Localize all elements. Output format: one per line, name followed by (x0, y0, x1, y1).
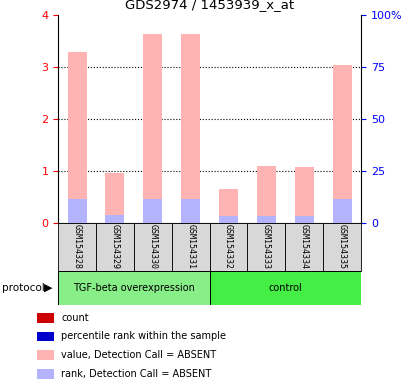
Text: protocol: protocol (2, 283, 45, 293)
Text: count: count (61, 313, 89, 323)
Bar (181, 33, 200, 223)
Text: GSM154335: GSM154335 (338, 224, 347, 269)
Text: rank, Detection Call = ABSENT: rank, Detection Call = ABSENT (61, 369, 212, 379)
Bar (323, 223, 361, 271)
Bar (247, 223, 285, 271)
Text: GSM154331: GSM154331 (186, 224, 195, 269)
Bar (333, 65, 352, 223)
Bar (105, 215, 124, 223)
Text: control: control (269, 283, 302, 293)
Bar (58, 223, 96, 271)
Text: GSM154332: GSM154332 (224, 224, 233, 269)
Bar (219, 189, 238, 223)
Bar (37, 369, 54, 379)
Bar (58, 271, 210, 305)
Title: GDS2974 / 1453939_x_at: GDS2974 / 1453939_x_at (125, 0, 294, 12)
Bar (257, 217, 276, 223)
Bar (37, 313, 54, 323)
Bar (210, 271, 361, 305)
Bar (96, 223, 134, 271)
Text: GSM154328: GSM154328 (73, 224, 81, 269)
Bar (143, 33, 162, 223)
Bar (37, 332, 54, 341)
Text: GSM154330: GSM154330 (148, 224, 157, 269)
Text: GSM154334: GSM154334 (300, 224, 309, 269)
Bar (143, 199, 162, 223)
Text: TGF-beta overexpression: TGF-beta overexpression (73, 283, 195, 293)
Text: GSM154329: GSM154329 (110, 224, 120, 269)
Text: ▶: ▶ (44, 283, 52, 293)
Bar (333, 199, 352, 223)
Bar (210, 223, 247, 271)
Bar (172, 223, 210, 271)
Bar (295, 217, 314, 223)
Text: value, Detection Call = ABSENT: value, Detection Call = ABSENT (61, 350, 216, 360)
Bar (181, 199, 200, 223)
Bar (68, 199, 86, 223)
Bar (257, 166, 276, 223)
Text: GSM154333: GSM154333 (262, 224, 271, 269)
Text: percentile rank within the sample: percentile rank within the sample (61, 331, 226, 341)
Bar (219, 217, 238, 223)
Bar (134, 223, 172, 271)
Bar (295, 167, 314, 223)
Bar (105, 174, 124, 223)
Bar (68, 52, 86, 223)
Bar (286, 223, 323, 271)
Bar (37, 350, 54, 360)
